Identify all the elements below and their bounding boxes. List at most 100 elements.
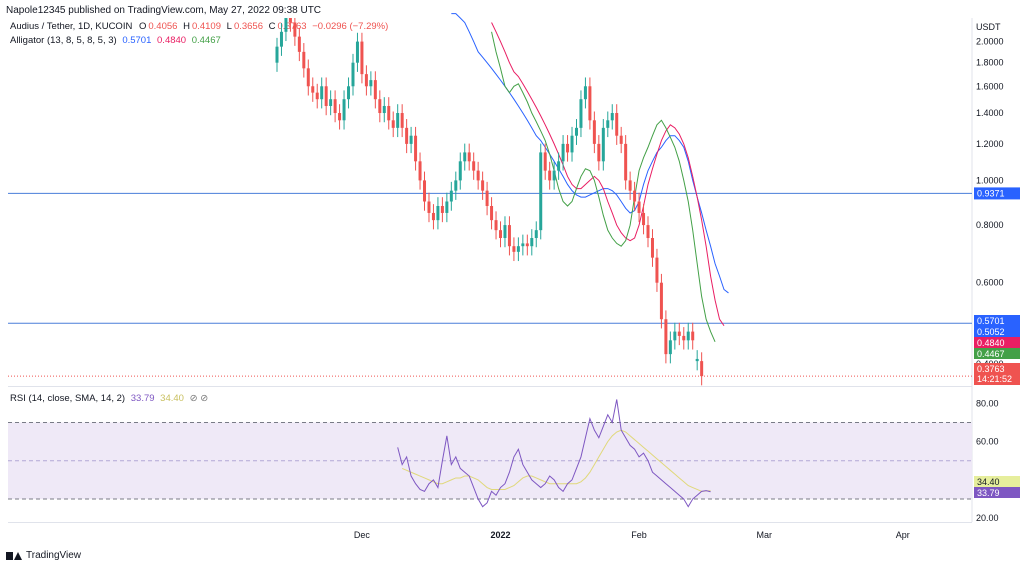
price-tick-label: 0.6000 bbox=[976, 278, 1004, 288]
candle-body bbox=[306, 68, 310, 87]
ohlc-l: 0.3656 bbox=[233, 21, 263, 32]
last-price-label: 0.3763 bbox=[977, 364, 1005, 374]
candle-body bbox=[686, 331, 690, 341]
candle-body bbox=[364, 74, 368, 87]
price-tick-label: 1.2000 bbox=[976, 139, 1004, 149]
candle-body bbox=[431, 212, 435, 221]
candle-body bbox=[423, 180, 427, 202]
rsi-value: 33.79 bbox=[130, 393, 155, 404]
candle-body bbox=[579, 99, 583, 128]
candle-body bbox=[454, 180, 458, 191]
candle-body bbox=[436, 206, 440, 221]
candle-body bbox=[472, 161, 476, 171]
candle-body bbox=[458, 161, 462, 181]
candle-body bbox=[682, 335, 686, 341]
alligator-lips-line bbox=[491, 31, 716, 342]
price-tick-label: 1.8000 bbox=[976, 58, 1004, 68]
rsi-sma-value: 34.40 bbox=[160, 393, 184, 404]
price-tick-label: 1.4000 bbox=[976, 108, 1004, 118]
candle-body bbox=[288, 18, 292, 23]
candle-body bbox=[302, 51, 306, 69]
candle-body bbox=[700, 361, 704, 377]
ohlc-o: 0.4056 bbox=[148, 21, 178, 32]
candle-body bbox=[606, 120, 610, 128]
rsi-legend: RSI (14, close, SMA, 14, 2) 33.79 34.40 … bbox=[10, 393, 208, 404]
rsi-tick-label: 80.00 bbox=[976, 398, 999, 408]
time-tick-label: Feb bbox=[631, 530, 647, 540]
candle-body bbox=[481, 180, 485, 191]
indicator-value-badge bbox=[974, 326, 1020, 337]
candle-body bbox=[655, 257, 659, 283]
bar-countdown-label: 14:21:52 bbox=[977, 374, 1012, 384]
candle-body bbox=[664, 319, 668, 355]
tradingview-brand: TradingView bbox=[26, 550, 82, 561]
candle-body bbox=[592, 120, 596, 144]
candle-body bbox=[315, 92, 319, 100]
candle-body bbox=[418, 161, 422, 181]
hline-price-label: 0.9371 bbox=[977, 188, 1005, 198]
candle-body bbox=[677, 331, 681, 336]
alligator-legend: Alligator (13, 8, 5, 8, 5, 3) 0.5701 0.4… bbox=[10, 35, 221, 46]
candle-body bbox=[583, 86, 587, 100]
indicator-value-label: 0.5052 bbox=[977, 327, 1005, 337]
alligator-teeth-line bbox=[491, 22, 725, 327]
candle-body bbox=[445, 201, 449, 213]
indicator-value-label: 0.5701 bbox=[977, 316, 1005, 326]
rsi-band bbox=[8, 422, 972, 500]
candle-body bbox=[570, 135, 574, 153]
candle-body bbox=[284, 18, 288, 32]
alligator-lips-value: 0.4467 bbox=[191, 35, 221, 46]
candle-body bbox=[355, 41, 359, 63]
candle-body bbox=[588, 86, 592, 121]
tradingview-icon bbox=[6, 551, 22, 561]
candle-body bbox=[642, 212, 646, 226]
candle-body bbox=[543, 152, 547, 171]
rsi-badge bbox=[974, 487, 1020, 498]
candle-body bbox=[360, 41, 364, 75]
rsi-tick-label: 20.00 bbox=[976, 513, 999, 523]
candle-body bbox=[516, 246, 520, 252]
candle-body bbox=[347, 86, 351, 100]
alligator-label: Alligator (13, 8, 5, 8, 5, 3) bbox=[10, 35, 117, 46]
alligator-jaw-line bbox=[451, 13, 729, 294]
candle-body bbox=[601, 127, 605, 162]
ohlc-h-label: H bbox=[183, 21, 190, 32]
candle-body bbox=[320, 86, 324, 100]
rsi-sma-badge-label: 34.40 bbox=[977, 477, 1000, 487]
candle-body bbox=[275, 46, 279, 63]
candle-body bbox=[279, 31, 283, 47]
candle-body bbox=[476, 170, 480, 181]
candle-body bbox=[467, 152, 471, 162]
indicator-value-badge bbox=[974, 348, 1020, 359]
candle-body bbox=[396, 113, 400, 128]
candle-body bbox=[391, 120, 395, 128]
candle-body bbox=[324, 86, 328, 106]
ohlc-change: −0.0296 (−7.29%) bbox=[312, 21, 389, 32]
candle-body bbox=[574, 127, 578, 136]
indicator-value-badge bbox=[974, 315, 1020, 326]
rsi-badge-label: 33.79 bbox=[977, 488, 1000, 498]
symbol-name: Audius / Tether, 1D, KUCOIN bbox=[10, 21, 133, 32]
candle-body bbox=[499, 230, 502, 239]
candle-body bbox=[405, 127, 409, 144]
candle-body bbox=[566, 143, 570, 153]
candle-body bbox=[619, 135, 623, 144]
candle-body bbox=[650, 238, 654, 258]
price-axis-unit: USDT bbox=[976, 22, 1001, 32]
price-tick-label: 1.0000 bbox=[976, 175, 1004, 185]
ohlc-o-label: O bbox=[138, 21, 147, 32]
indicator-value-label: 0.4467 bbox=[977, 349, 1005, 359]
price-tick-label: 0.8000 bbox=[976, 220, 1004, 230]
candle-body bbox=[646, 225, 650, 239]
candle-body bbox=[659, 282, 663, 320]
candle-body bbox=[427, 201, 431, 213]
candle-body bbox=[297, 36, 301, 52]
candle-body bbox=[597, 143, 601, 162]
candle-body bbox=[539, 152, 543, 231]
candle-body bbox=[311, 86, 315, 93]
candle-body bbox=[561, 143, 565, 162]
candle-body bbox=[485, 190, 489, 207]
price-tick-label: 1.6000 bbox=[976, 81, 1004, 91]
candle-body bbox=[463, 152, 467, 162]
